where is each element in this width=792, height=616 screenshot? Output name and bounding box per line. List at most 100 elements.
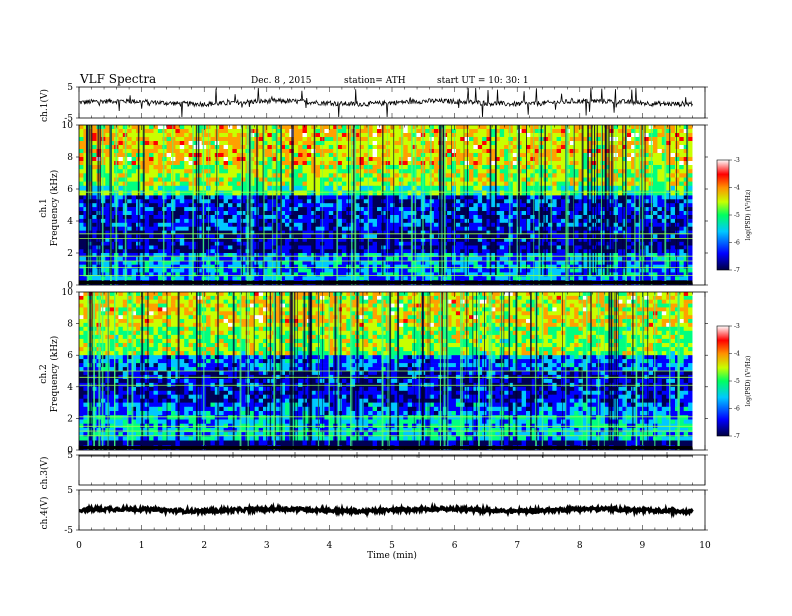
ch1-spectrogram-cell (175, 195, 180, 199)
ch1-spectrogram-cell (316, 249, 321, 253)
ch1-spectrogram-cell (522, 249, 527, 253)
ch1-spectrogram-cell (316, 165, 321, 170)
ch1-spectrogram-cell (127, 203, 132, 207)
ch1-spectrogram-cell (395, 242, 400, 246)
ch1-spectrogram-cell (530, 261, 535, 265)
ch1-spectrogram-cell (557, 149, 562, 153)
ch1-spectrogram-cell (557, 133, 562, 137)
ch1-spectrogram-cell (285, 203, 290, 207)
ch1-spectrogram-cell (666, 145, 671, 149)
ch1-spectrogram-cell (145, 215, 150, 219)
ch1-spectrogram-cell (224, 257, 229, 261)
ch1-spectrogram-cell (285, 157, 290, 161)
ch1-spectrogram-cell (482, 246, 487, 250)
ch1-spectrogram-cell (285, 223, 290, 227)
ch1-spectrogram-cell (552, 169, 557, 174)
ch1-spectrogram-cell (671, 149, 676, 153)
ch1-spectrogram-cell (557, 182, 562, 187)
ch1-spectrogram-cell (127, 227, 132, 231)
ch1-spectrogram-cell (447, 125, 452, 129)
ch1-spectrogram-cell (666, 165, 671, 170)
ch1-spectrogram-cell (478, 182, 483, 187)
ch1-spectrogram-cell (211, 125, 216, 129)
ch1-spectrogram-cell (171, 203, 176, 207)
ch1-spectrogram-cell (561, 207, 566, 211)
ch1-spectrogram-cell (452, 227, 457, 231)
ch1-spectrogram-cell (377, 223, 382, 227)
ch1-spectrogram-cell (175, 182, 180, 187)
ch1-spectrogram-cell (618, 227, 623, 231)
ch1-spectrogram-cell (311, 145, 316, 149)
ch1-spectrogram-cell (132, 133, 137, 137)
ch1-spectrogram-cell (92, 199, 97, 203)
ch1-spectrogram-cell (211, 227, 216, 231)
ch1-spectrogram-cell (627, 169, 632, 174)
ch1-spectrogram-cell (574, 153, 579, 157)
ch1-spectrogram-cell (219, 165, 224, 170)
ch1-spectrogram-cell (167, 161, 172, 165)
ch1-spectrogram-cell (522, 219, 527, 223)
ch1-spectrogram-cell (145, 169, 150, 174)
ch1-spectrogram-cell (508, 149, 513, 153)
ch1-spectrogram-cell (219, 182, 224, 187)
ch1-spectrogram-cell (285, 211, 290, 215)
ch1-spectrogram-cell (171, 249, 176, 253)
ch1-spectrogram-cell (452, 133, 457, 137)
ch1-spectrogram-cell (671, 173, 676, 178)
ch1-spectrogram-cell (500, 149, 505, 153)
ch1-spectrogram-cell (473, 161, 478, 165)
ch1-spectrogram-cell (219, 249, 224, 253)
ch1-spectrogram-cell (482, 169, 487, 174)
ch1-spectrogram-cell (688, 227, 693, 231)
ch1-spectrogram-cell (211, 153, 216, 157)
ch1-spectrogram-cell (666, 195, 671, 199)
ch1-spectrogram-cell (403, 145, 408, 149)
ch1-spectrogram-cell (688, 203, 693, 207)
ch1-spectrogram-cell (338, 261, 343, 265)
ch1-spectrogram-cell (184, 207, 189, 211)
ch1-spectrogram-cell (175, 169, 180, 174)
ch1-spectrogram-cell (478, 129, 483, 133)
ch1-spectrogram-cell (618, 129, 623, 133)
ch1-spectrogram-cell (386, 169, 391, 174)
ch1-spectrogram-cell (434, 195, 439, 199)
ch1-spectrogram-cell (368, 246, 373, 250)
ch1-spectrogram-cell (219, 161, 224, 165)
ch1-spectrogram-cell (324, 261, 329, 265)
ch1-spectrogram-cell (311, 199, 316, 203)
ch1-spectrogram-cell (552, 186, 557, 191)
ch1-spectrogram-cell (666, 199, 671, 203)
ch1-spectrogram-cell (671, 178, 676, 183)
ch1-spectrogram-cell (675, 178, 680, 183)
ch1-spectrogram-cell (92, 125, 97, 129)
ch1-spectrogram-cell (224, 178, 229, 183)
ch1-spectrogram-cell (500, 207, 505, 211)
ch1-spectrogram-cell (79, 141, 84, 145)
ch1-spectrogram-cell (530, 207, 535, 211)
ch1-spectrogram-cell (132, 207, 137, 211)
ch1-spectrogram-cell (211, 261, 216, 265)
ch1-spectrogram-cell (127, 234, 132, 238)
ch1-spectrogram-cell (167, 153, 172, 157)
ch1-spectrogram-cell (329, 178, 334, 183)
ch1-spectrogram-cell (403, 211, 408, 215)
ch1-spectrogram-cell (522, 195, 527, 199)
ch1-spectrogram-cell (574, 257, 579, 261)
ch1-spectrogram-cell (180, 186, 185, 191)
ch1-spectrogram-cell (552, 215, 557, 219)
ch1-spectrogram-cell (145, 223, 150, 227)
ch1-spectrogram-cell (456, 186, 461, 191)
ch1-spectrogram-cell (377, 133, 382, 137)
ch1-spectrogram-cell (228, 133, 233, 137)
ch1-spectrogram-cell (627, 161, 632, 165)
ch1-spectrogram-cell (127, 165, 132, 170)
ch1-spectrogram-cell (92, 191, 97, 196)
ch1-spectrogram-cell (679, 191, 684, 196)
ch1-spectrogram-cell (377, 141, 382, 145)
ch1-spectrogram-cell (211, 203, 216, 207)
ch1-spectrogram-cell (657, 234, 662, 238)
ch1-spectrogram-cell (180, 215, 185, 219)
ch1-spectrogram-cell (530, 223, 535, 227)
ch1-spectrogram-cell (307, 246, 312, 250)
ch1-spectrogram-cell (149, 215, 154, 219)
